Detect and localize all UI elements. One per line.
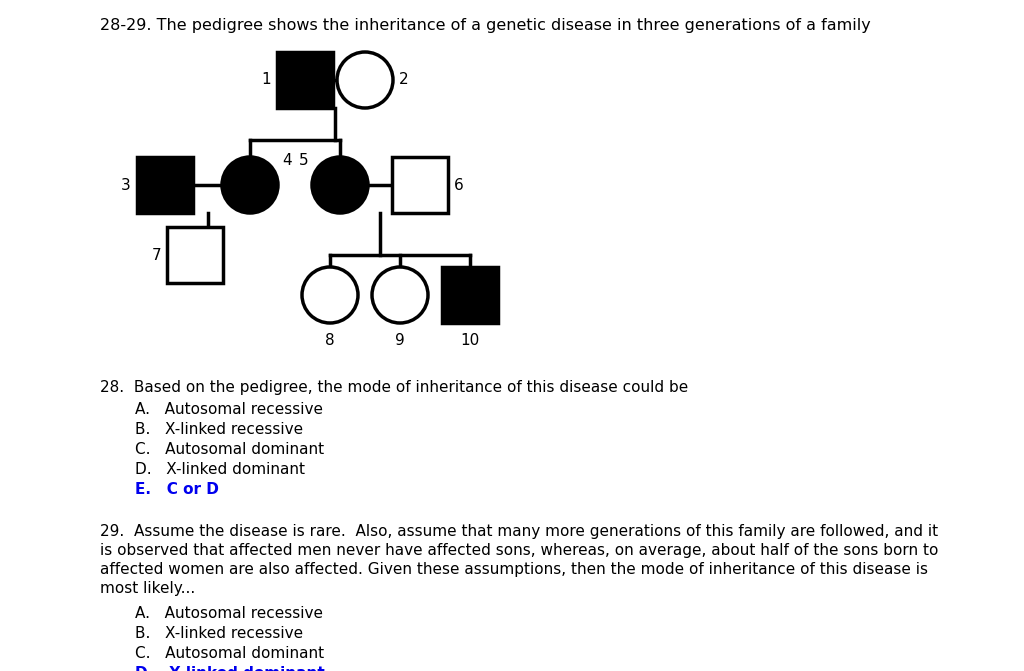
Bar bbox=[442, 267, 498, 323]
Text: 7: 7 bbox=[152, 248, 161, 262]
Text: 28.  Based on the pedigree, the mode of inheritance of this disease could be: 28. Based on the pedigree, the mode of i… bbox=[100, 380, 688, 395]
Text: affected women are also affected. Given these assumptions, then the mode of inhe: affected women are also affected. Given … bbox=[100, 562, 928, 577]
Text: B.   X-linked recessive: B. X-linked recessive bbox=[135, 422, 303, 437]
Text: C.   Autosomal dominant: C. Autosomal dominant bbox=[135, 442, 325, 457]
Text: most likely...: most likely... bbox=[100, 581, 196, 596]
Text: C.   Autosomal dominant: C. Autosomal dominant bbox=[135, 646, 325, 661]
Text: 6: 6 bbox=[454, 178, 464, 193]
Text: 8: 8 bbox=[326, 333, 335, 348]
Circle shape bbox=[302, 267, 358, 323]
Circle shape bbox=[372, 267, 428, 323]
Text: 2: 2 bbox=[399, 72, 409, 87]
Text: E.   C or D: E. C or D bbox=[135, 482, 219, 497]
Text: 29.  Assume the disease is rare.  Also, assume that many more generations of thi: 29. Assume the disease is rare. Also, as… bbox=[100, 524, 938, 539]
Text: 5: 5 bbox=[298, 153, 308, 168]
Text: 10: 10 bbox=[461, 333, 479, 348]
Bar bbox=[137, 157, 193, 213]
Text: A.   Autosomal recessive: A. Autosomal recessive bbox=[135, 402, 323, 417]
Bar bbox=[278, 52, 333, 108]
Bar bbox=[167, 227, 223, 283]
Text: 28-29. The pedigree shows the inheritance of a genetic disease in three generati: 28-29. The pedigree shows the inheritanc… bbox=[100, 18, 870, 33]
Text: D.   X-linked dominant: D. X-linked dominant bbox=[135, 462, 305, 477]
Text: is observed that affected men never have affected sons, whereas, on average, abo: is observed that affected men never have… bbox=[100, 543, 938, 558]
Text: D.   X-linked dominant: D. X-linked dominant bbox=[135, 666, 325, 671]
Bar bbox=[392, 157, 449, 213]
Circle shape bbox=[337, 52, 393, 108]
Text: 4: 4 bbox=[282, 153, 292, 168]
Circle shape bbox=[312, 157, 368, 213]
Text: 1: 1 bbox=[261, 72, 271, 87]
Circle shape bbox=[222, 157, 278, 213]
Text: A.   Autosomal recessive: A. Autosomal recessive bbox=[135, 606, 323, 621]
Text: B.   X-linked recessive: B. X-linked recessive bbox=[135, 626, 303, 641]
Text: 3: 3 bbox=[121, 178, 131, 193]
Text: 9: 9 bbox=[395, 333, 404, 348]
